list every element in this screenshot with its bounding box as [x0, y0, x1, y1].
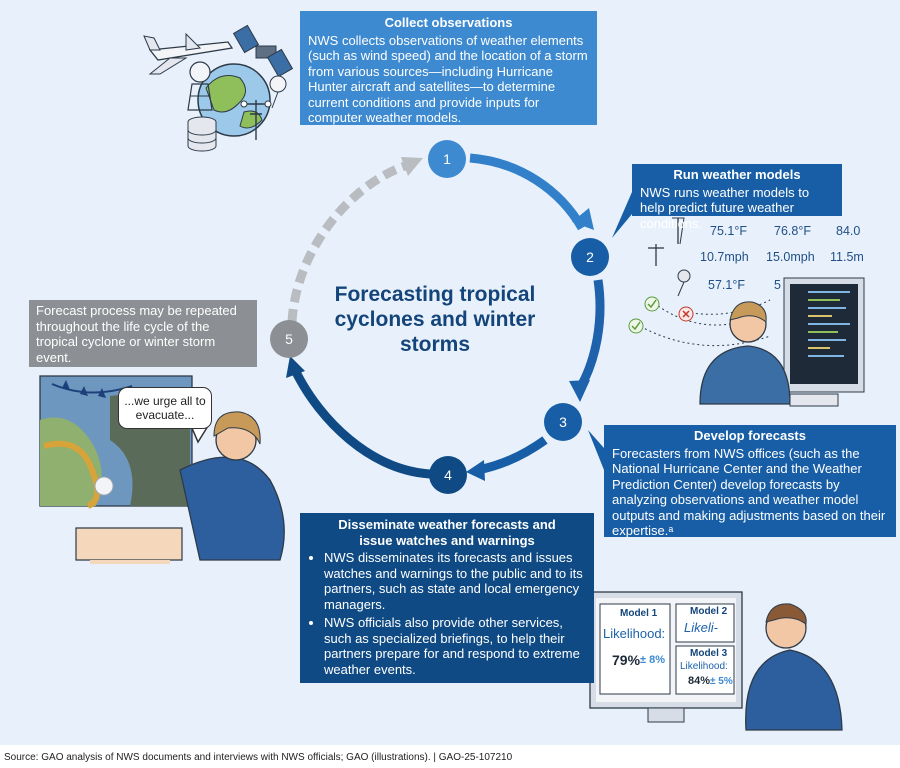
diagram-title: Forecasting tropical cyclones and winter… [334, 283, 536, 356]
temp-readout-partial: 5 [774, 278, 781, 292]
step-4-bullet: NWS officials also provide other service… [324, 615, 586, 677]
arrowhead-4 [466, 460, 485, 481]
model-3-label: Likelihood: [680, 661, 728, 672]
check-icon [644, 296, 660, 312]
step-1-text: NWS collects observations of weather ele… [308, 32, 588, 126]
model-2-name: Model 2 [690, 606, 728, 617]
step-2-marker: 2 [571, 238, 609, 276]
model-3-margin: ± 5% [710, 676, 733, 687]
step-1-marker: 1 [428, 140, 466, 178]
weather-balloon-icon [269, 75, 287, 109]
wind-readout: 15.0mph [766, 250, 815, 264]
observation-illustration [143, 24, 294, 152]
model-3-name: Model 3 [690, 648, 728, 659]
model-1-label: Likelihood: [603, 626, 666, 641]
step-5-box: Forecast process may be repeated through… [29, 300, 257, 367]
step-3-box: Develop forecasts Forecasters from NWS o… [604, 425, 896, 539]
arrowhead-5 [286, 356, 305, 378]
arrowhead-3 [569, 380, 590, 402]
aircraft-icon [143, 32, 234, 75]
source-note: Source: GAO analysis of NWS documents an… [4, 752, 513, 763]
speech-bubble: ...we urge all to evacuate... [118, 387, 212, 429]
step-1-heading: Collect observations [384, 15, 513, 30]
model-runner-illustration [628, 217, 865, 407]
arrow-2-to-3 [576, 279, 605, 391]
step-2-box: Run weather models NWS runs weather mode… [632, 164, 842, 231]
arrow-5-to-1-dashed [287, 161, 407, 323]
arrow-4-to-5 [291, 369, 431, 479]
temp-readout: 84.0 [836, 224, 861, 238]
model-1-margin: ± 8% [640, 654, 665, 666]
model-comparison-illustration [589, 591, 843, 731]
arrowhead-2 [572, 208, 594, 230]
box2-pointer [612, 192, 632, 238]
model-2-label: Likeli- [684, 620, 718, 635]
step-3-text: Forecasters from NWS offices (such as th… [612, 445, 886, 539]
step-4-list: NWS disseminates its forecasts and issue… [308, 550, 586, 677]
step-4-marker: 4 [429, 456, 467, 494]
step-3-heading: Develop forecasts [694, 428, 806, 443]
model-3-value: 84% [688, 675, 711, 687]
person-viewing-models [745, 649, 843, 731]
weather-station-icon [240, 100, 272, 140]
model-1-value: 79% [612, 652, 641, 668]
step-1-box: Collect observations NWS collects observ… [300, 11, 597, 125]
step-2-text: NWS runs weather models to help predict … [640, 184, 810, 231]
satellite-icon [232, 24, 294, 78]
check-icon [628, 318, 644, 334]
box3-pointer [588, 430, 604, 470]
step-5-marker: 5 [270, 320, 308, 358]
temp-readout: 57.1°F [708, 278, 745, 292]
temp-readout: 75.1°F [710, 224, 747, 238]
database-icon [187, 116, 217, 152]
arrow-1-to-2 [469, 153, 586, 231]
step-4-heading: Disseminate weather forecasts and issue … [338, 517, 556, 548]
weather-station-icon [648, 217, 691, 297]
temp-readout: 76.8°F [774, 224, 811, 238]
model-1-name: Model 1 [620, 608, 658, 619]
podium [75, 527, 183, 561]
wind-readout: 11.5m [830, 250, 864, 264]
step-2-heading: Run weather models [673, 167, 801, 182]
step-4-bullet: NWS disseminates its forecasts and issue… [324, 550, 586, 612]
arrow-3-to-4 [477, 436, 548, 475]
radar-tower-icon [187, 61, 213, 111]
step-4-box: Disseminate weather forecasts and issue … [300, 513, 594, 683]
wind-readout: 10.7mph [700, 250, 749, 264]
hurricane-icon [94, 476, 114, 496]
step-3-marker: 3 [544, 403, 582, 441]
cycle-graphic [39, 24, 865, 731]
step-5-text: Forecast process may be repeated through… [36, 303, 237, 365]
person-at-computer [699, 345, 791, 405]
arrowhead-1-dashed [401, 157, 423, 176]
diagram-canvas: Collect observations NWS collects observ… [0, 0, 900, 745]
